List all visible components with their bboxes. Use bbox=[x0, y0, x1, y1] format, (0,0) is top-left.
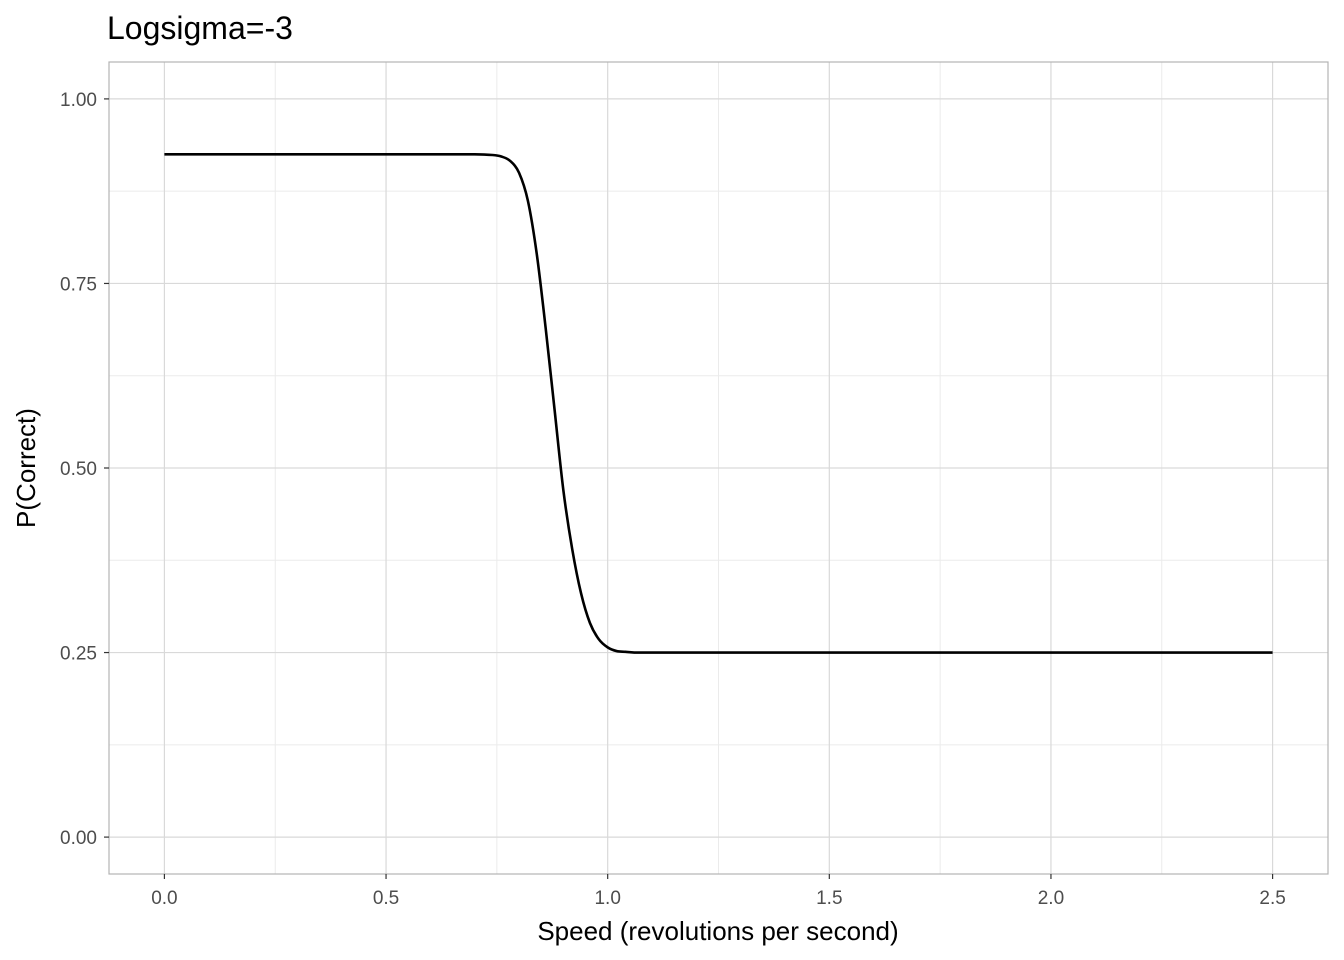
y-tick-label: 0.75 bbox=[60, 274, 97, 295]
y-axis: 0.00 0.25 0.50 0.75 1.00 bbox=[60, 90, 109, 849]
y-tick-label: 0.50 bbox=[60, 459, 97, 480]
x-axis-title: Speed (revolutions per second) bbox=[537, 916, 898, 946]
x-tick-label: 1.5 bbox=[816, 888, 842, 909]
y-tick-label: 0.25 bbox=[60, 644, 97, 665]
x-axis: 0.0 0.5 1.0 1.5 2.0 2.5 bbox=[151, 874, 1286, 909]
x-tick-label: 0.0 bbox=[151, 888, 177, 909]
series-line bbox=[164, 152, 1273, 654]
chart-title: Logsigma=-3 bbox=[107, 10, 293, 46]
series-layer bbox=[164, 152, 1273, 654]
x-tick-label: 0.5 bbox=[373, 888, 399, 909]
x-tick-label: 2.5 bbox=[1259, 888, 1285, 909]
x-tick-label: 2.0 bbox=[1038, 888, 1064, 909]
y-axis-title: P(Correct) bbox=[11, 408, 41, 528]
x-tick-label: 1.0 bbox=[594, 888, 620, 909]
y-tick-label: 1.00 bbox=[60, 90, 97, 111]
y-tick-label: 0.00 bbox=[60, 828, 97, 849]
